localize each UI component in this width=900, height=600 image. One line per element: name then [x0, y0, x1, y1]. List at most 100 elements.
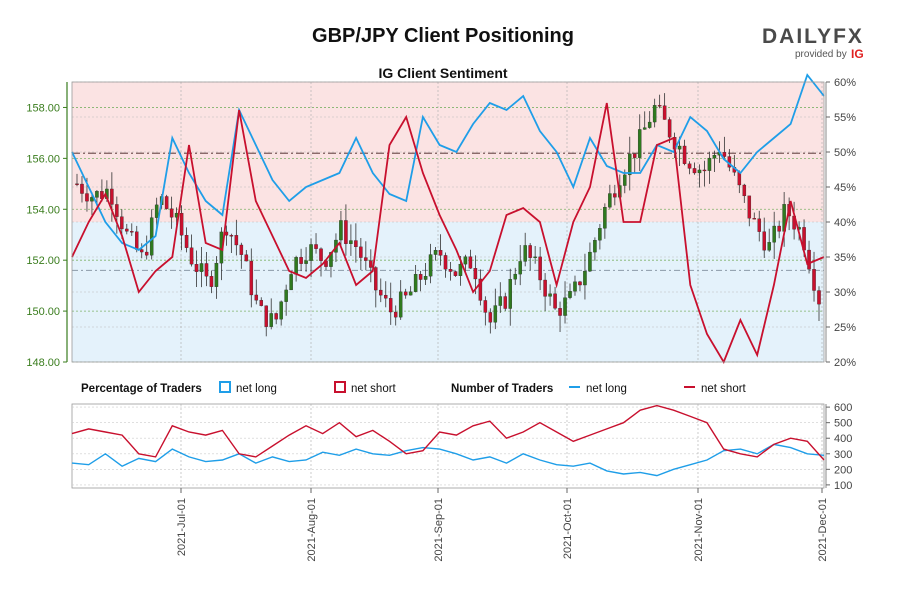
candle-body: [438, 250, 443, 256]
candle-body: [747, 195, 752, 219]
candle-body: [687, 163, 692, 169]
candle-body: [259, 300, 264, 306]
candle-body: [508, 279, 512, 309]
candle-body: [304, 260, 308, 264]
left-tick-label: 158.00: [26, 102, 60, 114]
right-tick-label: 55%: [834, 112, 856, 124]
candle-body: [468, 256, 473, 269]
candle-body: [418, 274, 423, 280]
candle-body: [274, 313, 278, 320]
candle-body: [294, 257, 298, 275]
right-axis-ticks: 20% 25% 30% 35% 40% 45% 50% 55% 60%: [826, 77, 856, 369]
traders-lines: [71, 404, 825, 477]
candle-body: [90, 197, 94, 202]
candle-body: [593, 240, 597, 253]
candle-body: [503, 296, 508, 309]
candle-body: [204, 263, 209, 277]
candle-body: [762, 231, 766, 251]
candle-body: [772, 225, 776, 243]
candle-body: [229, 235, 234, 237]
net-short-pct-line: [71, 102, 825, 365]
legend-pct-long-swatch: [219, 381, 231, 393]
candle-body: [613, 193, 617, 198]
left-tick-label: 150.00: [26, 306, 60, 318]
net-short-count-line: [71, 404, 825, 461]
candle-body: [408, 291, 413, 296]
candle-body: [777, 225, 781, 232]
candle-body: [568, 291, 572, 298]
x-tick-label: 2021-Nov-01: [693, 498, 705, 562]
candle-body: [234, 235, 239, 246]
traders-tick-label: 200: [834, 464, 852, 476]
candle-body: [309, 244, 313, 261]
candle-body: [697, 169, 702, 174]
right-tick-label: 25%: [834, 322, 856, 334]
candle-body: [677, 145, 682, 150]
candle-body: [249, 260, 254, 296]
candle-body: [588, 251, 592, 272]
traders-tick-label: 500: [834, 418, 852, 430]
legend-pct-short-label: net short: [351, 383, 397, 395]
candle-body: [130, 231, 134, 233]
right-tick-label: 40%: [834, 217, 856, 229]
candle-body: [667, 119, 672, 138]
right-tick-label: 50%: [834, 147, 856, 159]
candle-body: [164, 196, 169, 209]
candle-body: [488, 312, 493, 323]
candle-body: [393, 311, 398, 318]
candle-body: [742, 184, 747, 197]
left-tick-label: 154.00: [26, 204, 60, 216]
candle-body: [528, 245, 532, 258]
candle-body: [284, 289, 288, 302]
candle-body: [632, 153, 637, 158]
candle-body: [513, 273, 517, 280]
left-axis-ticks: 148.00 150.00 152.00 154.00 156.00 158.00: [26, 102, 67, 369]
candle-body: [194, 264, 199, 272]
candle-body: [453, 271, 458, 276]
candle-body: [498, 296, 503, 306]
candle-body: [712, 155, 717, 159]
left-tick-label: 156.00: [26, 153, 60, 165]
candle-body: [254, 294, 259, 301]
sentiment-chart: 148.00 150.00 152.00 154.00 156.00 158.00 20%…: [26, 73, 856, 369]
candles: [75, 93, 821, 337]
candle-body: [388, 298, 393, 313]
candle-body: [209, 276, 214, 287]
candle-body: [767, 242, 771, 251]
candle-body: [369, 260, 373, 268]
candle-body: [628, 153, 632, 176]
candle-body: [657, 105, 662, 107]
candle-body: [149, 217, 154, 256]
candle-body: [154, 204, 159, 218]
candle-body: [573, 281, 577, 292]
traders-frame: [71, 403, 825, 489]
candle-body: [662, 105, 667, 120]
candle-body: [349, 240, 353, 244]
candle-body: [144, 251, 149, 256]
left-tick-label: 148.00: [26, 357, 60, 369]
x-tick-label: 2021-Aug-01: [306, 498, 318, 562]
candle-body: [239, 244, 244, 255]
candle-body: [354, 240, 358, 248]
candle-body: [403, 291, 408, 296]
reference-lines: [72, 152, 824, 271]
candle-body: [603, 207, 607, 229]
candle-body: [428, 254, 433, 277]
candle-body: [214, 262, 219, 287]
net-long-count-line: [71, 443, 825, 477]
right-tick-label: 20%: [834, 357, 856, 369]
right-tick-label: 30%: [834, 287, 856, 299]
candle-body: [623, 174, 627, 186]
x-tick-label: 2021-Jul-01: [176, 498, 188, 556]
sentiment-lines: [71, 73, 825, 365]
candle-body: [548, 293, 552, 297]
candle-body: [398, 291, 403, 318]
chart-title: GBP/JPY Client Positioning: [312, 25, 574, 47]
dailyfx-logo: DAILYFX provided by IG: [762, 25, 864, 61]
candle-body: [647, 121, 652, 128]
candle-body: [85, 193, 89, 202]
traders-tick-label: 100: [834, 480, 852, 492]
candle-body: [433, 250, 438, 255]
x-tick-label: 2021-Sep-01: [433, 498, 445, 562]
